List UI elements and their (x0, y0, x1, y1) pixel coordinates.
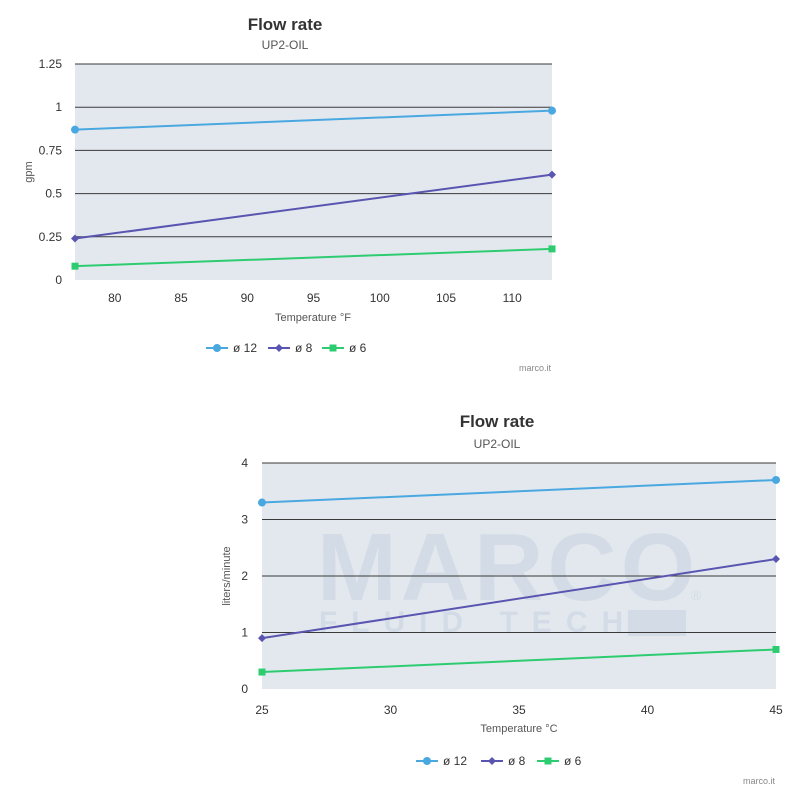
chart-2-title: Flow rate (460, 412, 535, 431)
data-point[interactable] (71, 125, 79, 134)
watermark-bar-shape (628, 610, 686, 636)
x-tick-label: 45 (769, 703, 783, 717)
chart-1: Flow rate UP2-OIL 0 0.25 0.5 0.75 1 1.25 80 85… (23, 15, 556, 373)
chart-1-y-tick-labels: 0 0.25 0.5 0.75 1 1.25 (39, 57, 63, 287)
chart-2-subtitle: UP2-OIL (474, 437, 521, 451)
chart-2-legend[interactable]: ø 12 ø 8 ø 6 (416, 754, 582, 768)
data-point[interactable] (772, 645, 780, 653)
series-line (261, 558, 777, 640)
x-tick-label: 35 (512, 703, 526, 717)
data-point[interactable] (548, 170, 556, 179)
legend-item-dia-6[interactable]: ø 6 (322, 341, 367, 355)
data-point[interactable] (548, 245, 556, 253)
x-tick-label: 80 (108, 291, 122, 305)
data-point[interactable] (772, 475, 780, 484)
legend-label: ø 8 (508, 754, 526, 768)
chart-1-series (71, 106, 556, 270)
y-tick-label: 1 (241, 626, 248, 640)
chart-2-series (258, 475, 780, 676)
x-tick-label: 110 (503, 291, 522, 305)
y-tick-label: 0.25 (39, 230, 63, 244)
chart-1-y-axis-title: gpm (23, 161, 35, 182)
y-tick-label: 1.25 (39, 57, 63, 71)
series-line (261, 648, 777, 674)
series-line (74, 109, 553, 131)
legend-square-marker-icon (544, 757, 552, 765)
legend-diamond-marker-icon (488, 757, 496, 765)
y-tick-label: 3 (241, 513, 248, 527)
legend-item-dia-12[interactable]: ø 12 (416, 754, 467, 768)
legend-item-dia-12[interactable]: ø 12 (206, 341, 257, 355)
legend-square-marker-icon (329, 344, 337, 352)
data-point[interactable] (258, 668, 266, 676)
series-line (261, 478, 777, 504)
chart-2-y-tick-labels: 0 1 2 3 4 (241, 456, 248, 696)
legend-item-dia-6[interactable]: ø 6 (537, 754, 582, 768)
legend-label: ø 12 (233, 341, 257, 355)
data-point[interactable] (772, 555, 780, 564)
y-tick-label: 0.5 (45, 187, 62, 201)
x-tick-label: 95 (307, 291, 321, 305)
legend-circle-marker-icon (423, 757, 431, 765)
chart-2-x-axis-title: Temperature °C (480, 723, 557, 735)
data-point[interactable] (258, 634, 266, 643)
y-tick-label: 0 (241, 682, 248, 696)
watermark-logo-text: MARCO (317, 514, 700, 621)
chart-1-title: Flow rate (248, 15, 323, 34)
x-tick-label: 90 (241, 291, 255, 305)
chart-2-y-axis-title: liters/minute (221, 546, 233, 605)
legend-label: ø 6 (349, 341, 367, 355)
x-tick-label: 105 (436, 291, 456, 305)
data-point[interactable] (71, 234, 79, 243)
legend-label: ø 12 (443, 754, 467, 768)
data-point[interactable] (548, 106, 556, 115)
series-line (74, 247, 553, 268)
chart-2-watermark: MARCO FLUID TECH ® (317, 514, 702, 639)
chart-1-credit[interactable]: marco.it (519, 363, 552, 373)
series-line (74, 173, 553, 240)
watermark-registered-mark: ® (691, 587, 702, 603)
legend-item-dia-8[interactable]: ø 8 (481, 754, 526, 768)
legend-label: ø 6 (564, 754, 582, 768)
x-tick-label: 40 (641, 703, 655, 717)
data-point[interactable] (258, 498, 266, 507)
chart-1-x-tick-labels: 80 85 90 95 100 105 110 (108, 291, 522, 305)
x-tick-label: 85 (174, 291, 188, 305)
x-tick-label: 30 (384, 703, 398, 717)
chart-2-credit[interactable]: marco.it (743, 776, 776, 786)
chart-1-subtitle: UP2-OIL (262, 38, 309, 52)
y-tick-label: 2 (241, 569, 248, 583)
chart-2-gridlines (262, 462, 776, 633)
chart-2: Flow rate UP2-OIL MARCO FLUID TECH ® 0 1 2… (221, 412, 783, 786)
x-tick-label: 25 (255, 703, 269, 717)
x-tick-label: 100 (370, 291, 390, 305)
legend-item-dia-8[interactable]: ø 8 (268, 341, 313, 355)
legend-label: ø 8 (295, 341, 313, 355)
y-tick-label: 0 (55, 273, 62, 287)
y-tick-label: 4 (241, 456, 248, 470)
legend-circle-marker-icon (213, 344, 221, 352)
chart-1-x-axis-title: Temperature °F (275, 312, 351, 324)
legend-diamond-marker-icon (275, 344, 283, 352)
chart-2-x-tick-labels: 25 30 35 40 45 (255, 703, 783, 717)
chart-1-plot-area (75, 64, 552, 280)
data-point[interactable] (71, 262, 79, 270)
chart-1-legend[interactable]: ø 12 ø 8 ø 6 (206, 341, 367, 355)
y-tick-label: 1 (55, 100, 62, 114)
y-tick-label: 0.75 (39, 143, 63, 157)
chart-1-gridlines (75, 63, 552, 238)
